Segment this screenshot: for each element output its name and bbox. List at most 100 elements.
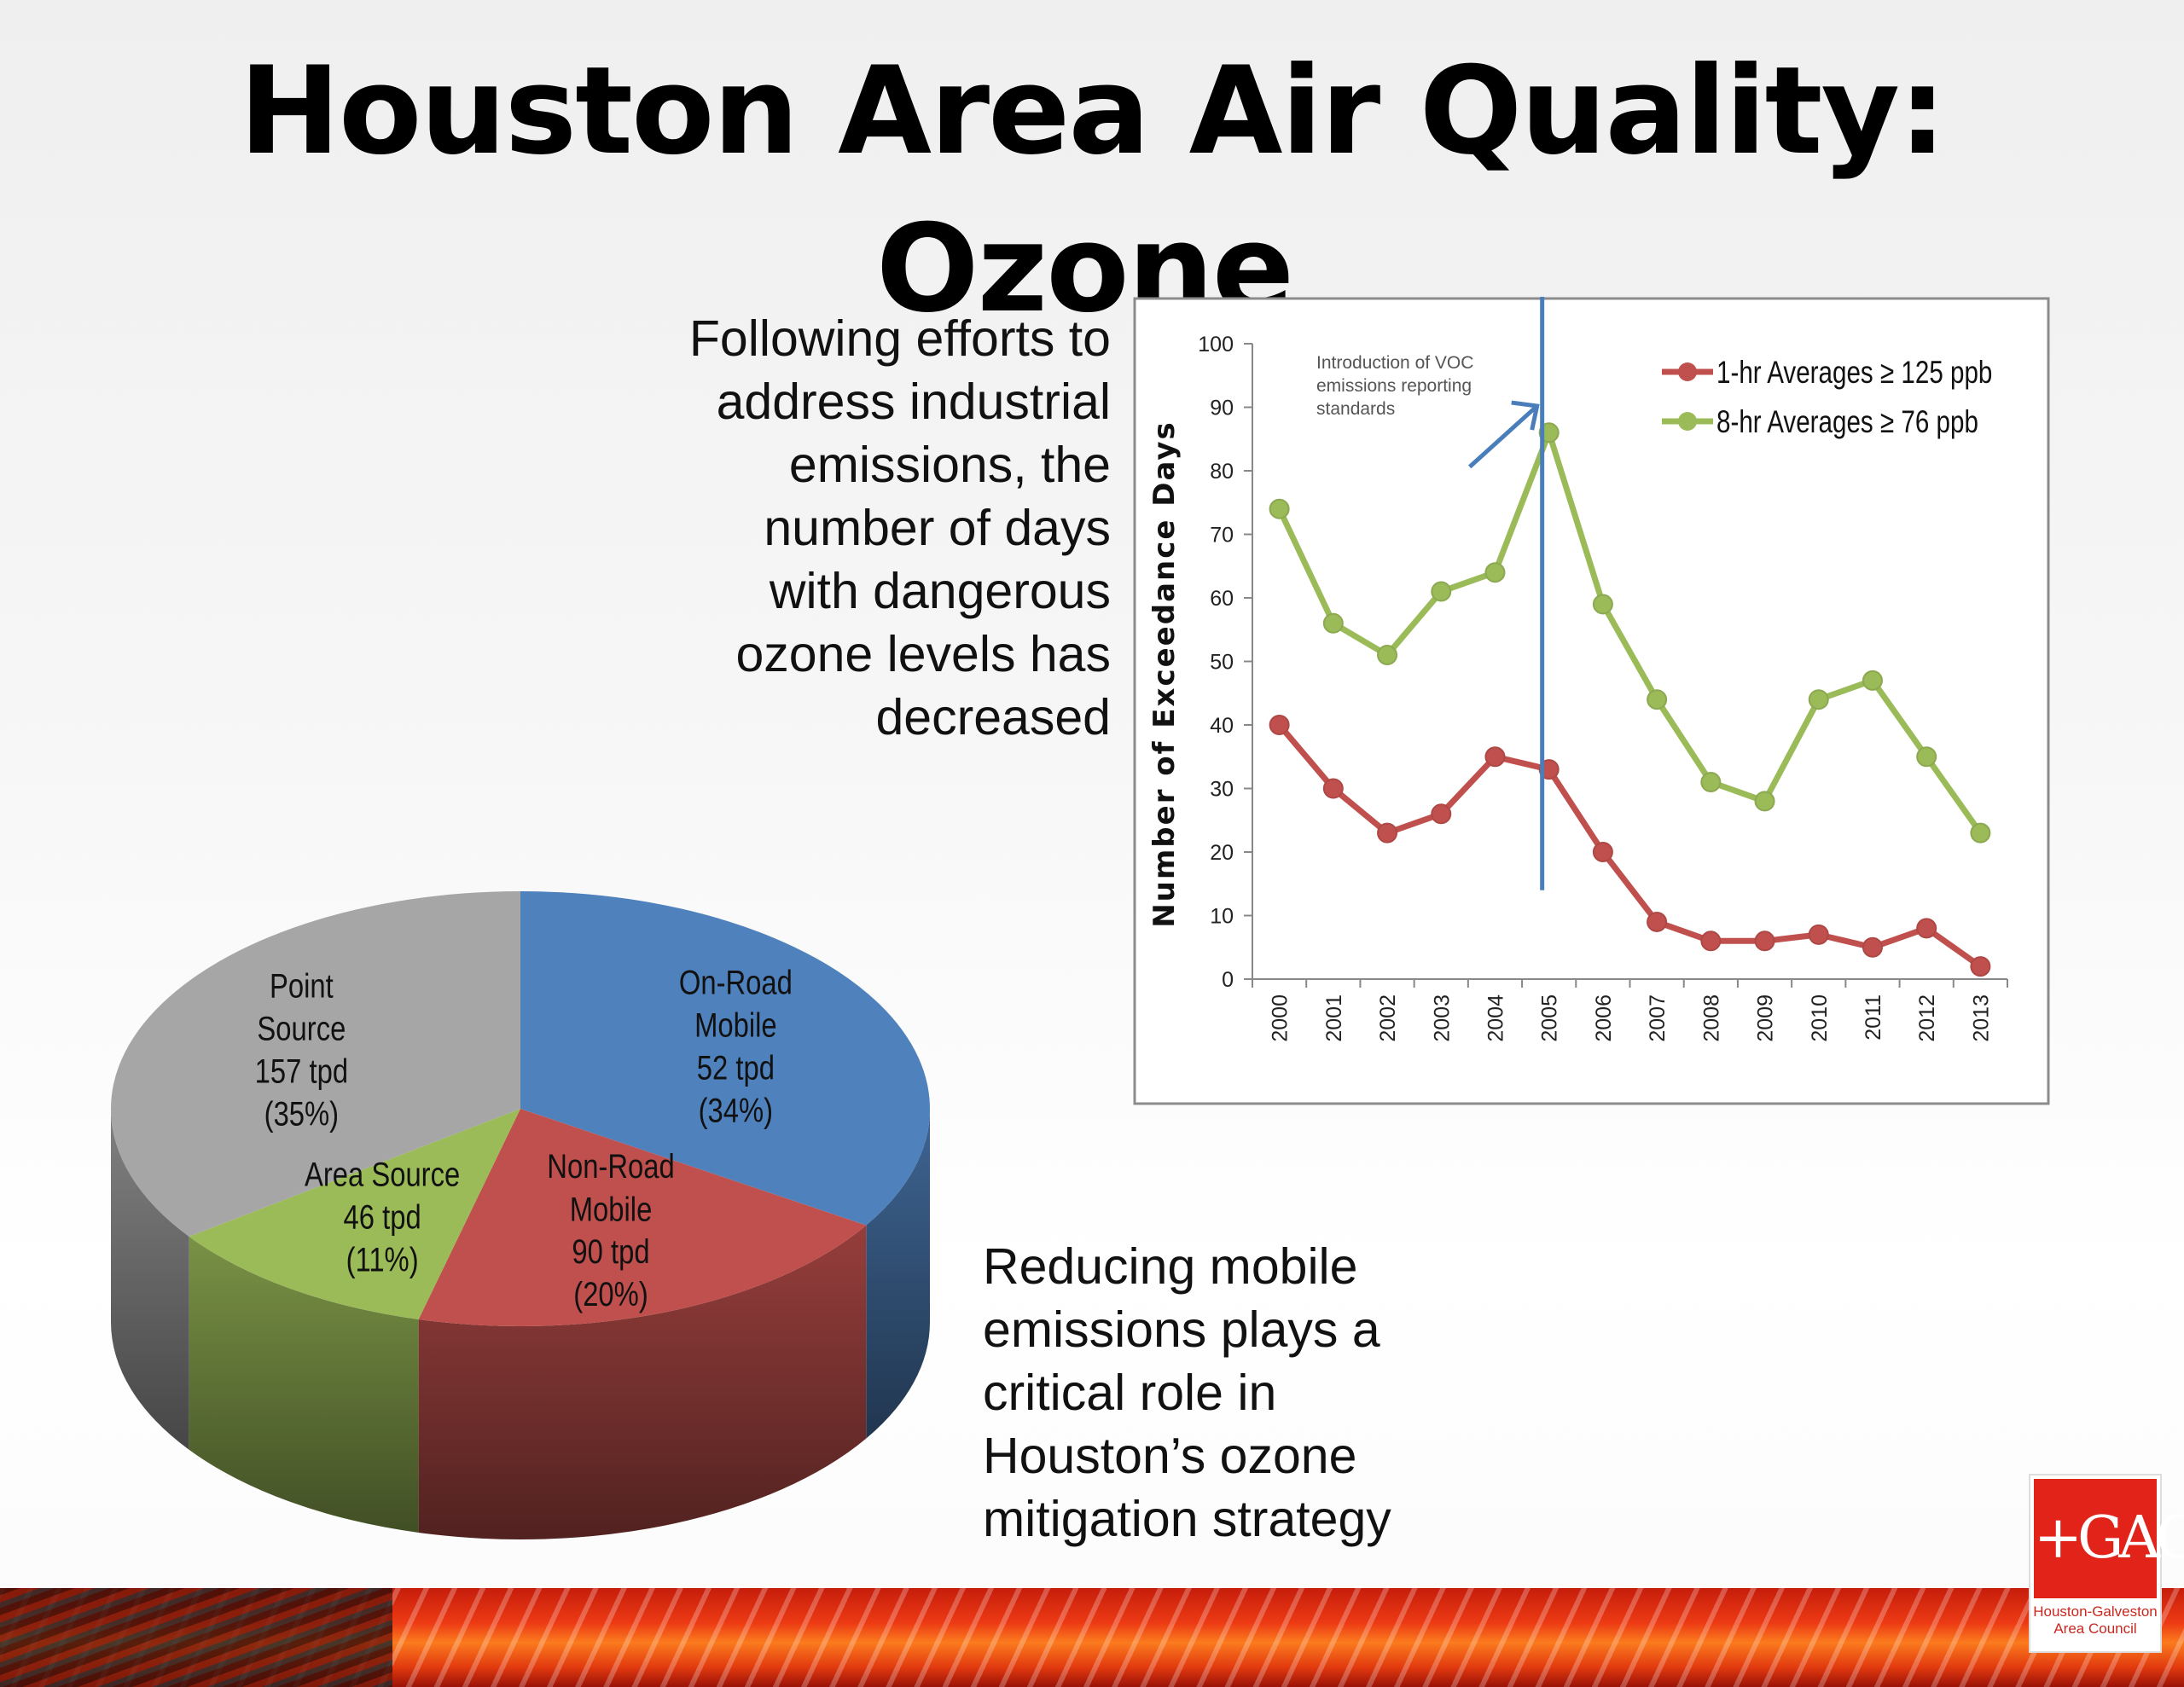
- data-point: [1322, 612, 1344, 634]
- y-tick-label: 20: [1210, 841, 1234, 865]
- data-point: [1808, 689, 1829, 710]
- data-point: [1592, 594, 1613, 615]
- y-tick-label: 70: [1210, 524, 1234, 548]
- x-tick-label: 2012: [1915, 994, 1939, 1042]
- x-tick-label: 2006: [1592, 994, 1616, 1042]
- exceedance-line-chart: 0 10 20 30 40 50 60 70 80 90 100 2000 2001 2002 2003 20…: [1133, 297, 2050, 1105]
- chart-axes: 0 10 20 30 40 50 60 70 80 90 100 2000 2001 2002 2003 20…: [1198, 333, 2008, 1042]
- x-tick-label: 2010: [1808, 994, 1832, 1042]
- intro-line: number of days: [764, 500, 1111, 556]
- strategy-line: mitigation strategy: [983, 1491, 1391, 1547]
- y-tick-label: 100: [1198, 333, 1234, 357]
- logo-caption-line: Houston-Galveston: [2033, 1603, 2158, 1620]
- data-point: [1538, 759, 1560, 780]
- chart-legend: 1-hr Averages ≥ 125 ppb 8-hr Averages ≥ 7…: [1662, 356, 1992, 440]
- data-point: [1484, 746, 1506, 768]
- data-point: [1700, 930, 1722, 952]
- x-tick-label: 2000: [1269, 994, 1292, 1042]
- pie-slice-side: [189, 1236, 419, 1533]
- pie-slice: [110, 891, 521, 1237]
- strategy-line: Reducing mobile: [983, 1238, 1358, 1295]
- data-point: [1592, 842, 1613, 862]
- chart-frame: [1133, 297, 2050, 1105]
- strategy-line: critical role in: [983, 1365, 1277, 1421]
- x-tick-label: 2007: [1646, 994, 1670, 1042]
- pie-slice-side: [418, 1225, 867, 1539]
- x-tick-label: 2005: [1538, 994, 1562, 1042]
- annotation-arrowhead: [1511, 400, 1540, 431]
- x-tick-label: 2002: [1376, 994, 1400, 1042]
- y-tick-label: 10: [1210, 905, 1234, 929]
- y-tick-label: 80: [1210, 460, 1234, 484]
- hgac-logo: +GAC Houston-Galveston Area Council: [2029, 1474, 2184, 1653]
- data-point: [1916, 746, 1937, 768]
- emissions-pie-chart: On-Road Mobile 52 tpd (34%)Non-Road Mobile 90…: [110, 891, 930, 1539]
- data-point: [1862, 670, 1883, 691]
- pie-labels: On-Road Mobile 52 tpd (34%)Non-Road Mobile 90…: [255, 963, 793, 1313]
- data-point: [1700, 772, 1722, 793]
- x-tick-label: 2001: [1322, 994, 1346, 1042]
- x-tick-label: 2008: [1699, 994, 1723, 1042]
- annotation-arrow: [1468, 404, 1539, 469]
- data-point: [1322, 778, 1344, 799]
- slide-title-line1: Houston Area Air Quality:: [239, 41, 1947, 182]
- data-point: [1970, 956, 1991, 977]
- y-tick-label: 40: [1210, 714, 1234, 738]
- logo-caption-line: Area Council: [2053, 1620, 2137, 1637]
- strategy-paragraph: Reducing mobile emissions plays a critic…: [983, 1235, 1597, 1551]
- data-point: [1431, 581, 1452, 602]
- pie-slice: [418, 1109, 867, 1326]
- intro-line: with dangerous: [769, 563, 1111, 619]
- data-point: [1269, 715, 1290, 735]
- pie-slice-side: [866, 1109, 930, 1439]
- pie-sides: [111, 1109, 930, 1539]
- y-tick-label: 50: [1210, 651, 1234, 675]
- annotation: Introduction of VOC emissions reporting st…: [1316, 297, 1545, 890]
- series-2: [1269, 422, 1991, 844]
- pie-slice-label: Non-Road Mobile 90 tpd (20%): [547, 1147, 674, 1313]
- data-point: [1484, 562, 1506, 583]
- strategy-line: emissions plays a: [983, 1301, 1380, 1358]
- y-tick-label: 90: [1210, 397, 1234, 420]
- data-point: [1862, 936, 1883, 958]
- hgac-logo-mark: +GAC: [2034, 1479, 2184, 1598]
- intro-line: ozone levels has: [735, 626, 1111, 682]
- data-point: [1377, 822, 1398, 844]
- x-tick-label: 2003: [1430, 994, 1454, 1042]
- data-point: [1377, 645, 1398, 666]
- intro-line: decreased: [875, 689, 1111, 745]
- intro-line: Following efforts to: [688, 310, 1111, 367]
- legend-swatch-marker: [1678, 362, 1697, 381]
- y-tick-label: 30: [1210, 778, 1234, 802]
- data-point: [1538, 422, 1560, 443]
- pie-slice-side: [111, 1109, 189, 1450]
- legend-swatch-marker: [1678, 412, 1697, 431]
- hgac-logo-caption: Houston-Galveston Area Council: [2030, 1603, 2160, 1638]
- intro-line: emissions, the: [788, 437, 1111, 493]
- y-tick-label: 0: [1222, 968, 1234, 992]
- series-1: [1269, 715, 1991, 977]
- pie-tops: [110, 891, 930, 1326]
- x-tick-label: 2009: [1754, 994, 1778, 1042]
- pie-slice-label: On-Road Mobile 52 tpd (34%): [679, 963, 793, 1129]
- pie-slice-label: Area Source 46 tpd (11%): [305, 1155, 460, 1278]
- data-point: [1970, 822, 1991, 844]
- x-tick-label: 2004: [1484, 994, 1507, 1042]
- x-tick-label: 2013: [1969, 994, 1993, 1042]
- data-point: [1269, 498, 1290, 519]
- strategy-line: Houston’s ozone: [983, 1428, 1357, 1484]
- data-point: [1431, 803, 1452, 825]
- legend-label: 1-hr Averages ≥ 125 ppb: [1716, 356, 1992, 391]
- pie-slice-label: Point Source 157 tpd (35%): [255, 966, 348, 1133]
- intro-paragraph: Following efforts to address industrial …: [589, 307, 1111, 749]
- data-point: [1647, 689, 1668, 710]
- annotation-text: Introduction of VOC emissions reporting st…: [1316, 353, 1473, 419]
- y-tick-label: 60: [1210, 587, 1234, 611]
- data-point: [1754, 791, 1775, 812]
- pie-slice: [520, 891, 930, 1226]
- intro-line: address industrial: [716, 374, 1111, 430]
- pie-slice: [189, 1109, 520, 1319]
- legend-label: 8-hr Averages ≥ 76 ppb: [1716, 405, 1978, 440]
- data-point: [1754, 930, 1775, 952]
- data-point: [1647, 911, 1668, 932]
